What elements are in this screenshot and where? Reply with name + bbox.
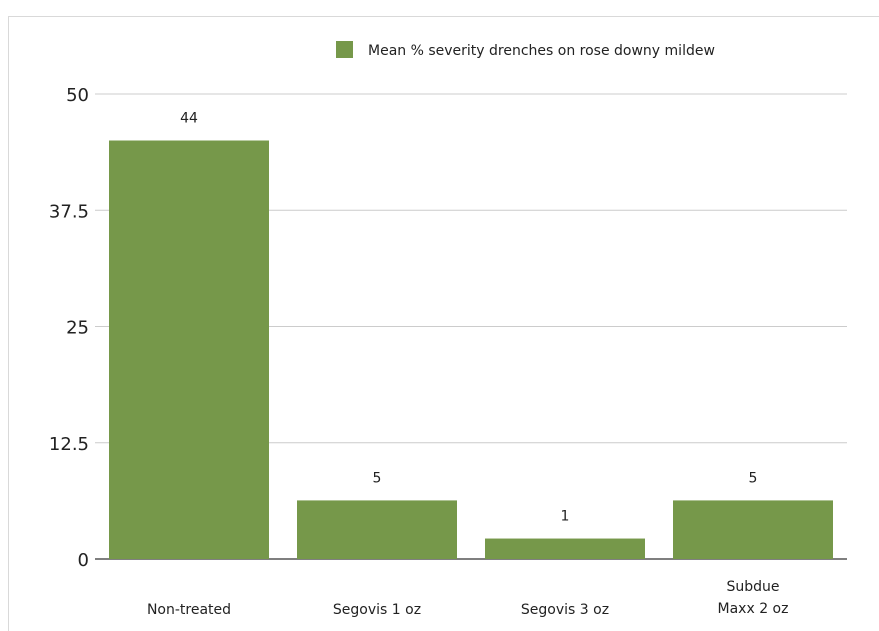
- bar: [109, 140, 269, 559]
- x-axis: Non-treated Segovis 1 oz Segovis 3 oz Subdu…: [147, 579, 789, 618]
- data-label: 5: [749, 470, 758, 486]
- legend-swatch: [336, 41, 353, 58]
- data-label: 1: [561, 509, 570, 525]
- bar: [297, 500, 457, 559]
- bar: [485, 538, 645, 559]
- legend-label: Mean % severity drenches on rose downy m…: [368, 43, 715, 59]
- chart-frame: [8, 16, 879, 631]
- data-label: 5: [373, 470, 382, 486]
- bar: [673, 500, 833, 559]
- x-tick-label: Maxx 2 oz: [718, 601, 789, 617]
- y-axis: 0 12.5 25 37.5 50: [49, 85, 89, 571]
- y-tick-label: 25: [66, 318, 89, 339]
- x-tick-label: Segovis 3 oz: [521, 602, 609, 618]
- y-tick-label: 50: [66, 85, 89, 106]
- data-label: 44: [180, 111, 198, 127]
- data-labels: 44 5 1 5: [180, 111, 757, 525]
- bars: [109, 140, 833, 559]
- y-tick-label: 37.5: [49, 201, 89, 222]
- x-tick-label: Non-treated: [147, 602, 231, 618]
- x-tick-label: Subdue: [726, 579, 779, 595]
- legend: Mean % severity drenches on rose downy m…: [336, 41, 715, 59]
- y-tick-label: 0: [78, 550, 89, 571]
- x-tick-label: Segovis 1 oz: [333, 602, 421, 618]
- y-tick-label: 12.5: [49, 434, 89, 455]
